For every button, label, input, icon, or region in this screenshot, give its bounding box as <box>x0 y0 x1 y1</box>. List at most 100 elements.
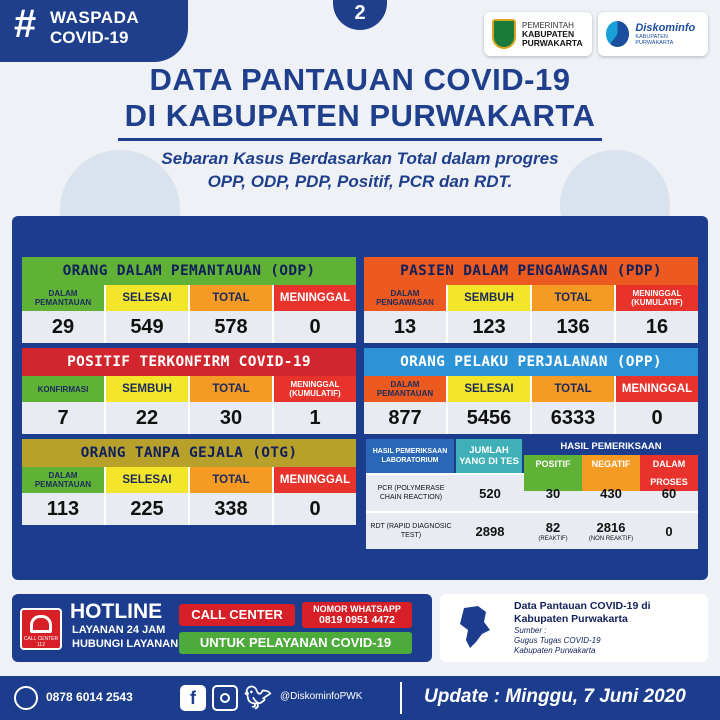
positif-header-meninggal: MENINGGAL (KUMULATIF) <box>274 376 356 402</box>
lab-header-negatif: NEGATIF <box>582 455 640 491</box>
footer-handle[interactable]: @DiskominfoPWK <box>280 691 363 702</box>
lab-rdt-proses: 0 <box>665 523 673 539</box>
source-line2: Kabupaten Purwakarta <box>514 646 596 655</box>
lab-rdt-negatif-cell: 2816 (NON REAKTIF) <box>582 513 640 549</box>
diskom-sub: KABUPATEN PURWAKARTA <box>635 34 674 46</box>
service-banner: UNTUK PELAYANAN COVID-19 <box>179 632 412 654</box>
page-title-line2: DI KABUPATEN PURWAKARTA <box>124 98 596 133</box>
otg-value-selesai: 225 <box>106 493 190 525</box>
odp-header-total: TOTAL <box>190 285 274 311</box>
pemda-line3: PURWAKARTA <box>522 37 583 48</box>
otg-card: ORANG TANPA GEJALA (OTG) DALAM PEMANTAUA… <box>22 439 356 525</box>
opp-value-total: 6333 <box>532 402 616 434</box>
pemda-logo: PEMERINTAH KABUPATEN PURWAKARTA <box>484 12 592 56</box>
pdp-value-total: 136 <box>532 311 616 343</box>
pdp-value-sembuh: 123 <box>448 311 532 343</box>
hotline-line2: HUBUNGI LAYANAN <box>72 638 179 650</box>
map-icon <box>460 606 490 648</box>
lab-rdt-jumlah: 2898 <box>475 523 505 539</box>
subtitle-line1: Sebaran Kasus Berdasarkan Total dalam pr… <box>161 149 559 168</box>
opp-value-pemantauan: 877 <box>364 402 448 434</box>
pdp-value-meninggal: 16 <box>645 316 669 338</box>
shield-icon <box>492 19 516 49</box>
waspada-tag: # WASPADA COVID-19 <box>0 0 188 62</box>
otg-value-meninggal: 0 <box>309 498 321 520</box>
title-divider <box>118 138 602 141</box>
pdp-header-meninggal: MENINGGAL (KUMULATIF) <box>616 285 698 311</box>
lab-pcr-proses: 60 <box>661 485 677 501</box>
opp-value-selesai: 5456 <box>448 402 532 434</box>
lab-pcr-positif: 30 <box>545 485 561 501</box>
positif-value-total: 30 <box>190 402 274 434</box>
otg-header-pemantauan: DALAM PEMANTAUAN <box>22 467 106 493</box>
positif-value-sembuh: 22 <box>106 402 190 434</box>
whatsapp-number: 0819 0951 4472 <box>319 614 395 626</box>
positif-value-meninggal: 1 <box>309 407 321 429</box>
odp-card: ORANG DALAM PEMANTAUAN (ODP) DALAM PEMAN… <box>22 257 356 343</box>
pdp-value-pengawasan: 13 <box>364 311 448 343</box>
source-line1: Gugus Tugas COVID-19 <box>514 636 601 645</box>
odp-value-pemantauan: 29 <box>22 311 106 343</box>
pdp-header-total: TOTAL <box>532 285 616 311</box>
hotline-line1: LAYANAN 24 JAM <box>72 624 166 636</box>
whatsapp-button[interactable]: NOMOR WHATSAPP 0819 0951 4472 <box>302 602 412 628</box>
positif-header-sembuh: SEMBUH <box>106 376 190 402</box>
lab-header-positif: POSITIF <box>524 455 582 491</box>
opp-value-meninggal: 0 <box>651 407 663 429</box>
hotline-title: HOTLINE <box>70 600 163 623</box>
lab-header-jumlah: JUMLAH YANG DI TES <box>456 439 524 473</box>
lab-pcr-negatif: 430 <box>600 485 622 501</box>
odp-header-meninggal: MENINGGAL <box>274 285 356 311</box>
positif-title: POSITIF TERKONFIRM COVID-19 <box>22 348 356 376</box>
source-text: Sumber : Gugus Tugas COVID-19 Kabupaten … <box>514 626 601 656</box>
lab-rdt-positif: 82 <box>545 520 561 535</box>
opp-card: ORANG PELAKU PERJALANAN (OPP) DALAM PEMA… <box>364 348 698 434</box>
subtitle-line2: OPP, ODP, PDP, Positif, PCR dan RDT. <box>207 172 513 191</box>
page-title-line1: DATA PANTAUAN COVID-19 <box>149 62 571 97</box>
hashtag-icon: # <box>14 2 37 46</box>
pdp-card: PASIEN DALAM PENGAWASAN (PDP) DALAM PENG… <box>364 257 698 343</box>
odp-header-pemantauan: DALAM PEMANTAUAN <box>22 285 106 311</box>
facebook-icon[interactable]: f <box>180 685 206 711</box>
positif-header-total: TOTAL <box>190 376 274 402</box>
otg-value-pemantauan: 113 <box>22 493 106 525</box>
whatsapp-icon <box>14 686 38 710</box>
lab-results-table: HASIL PEMERIKSAAN LABORATORIUM JUMLAH YA… <box>366 439 698 549</box>
instagram-icon[interactable] <box>212 685 238 711</box>
lab-rdt-negatif: 2816 <box>596 520 626 535</box>
diskom-name: Diskominfo <box>635 22 696 34</box>
opp-title: ORANG PELAKU PERJALANAN (OPP) <box>364 348 698 376</box>
lab-pcr-jumlah: 520 <box>479 485 501 501</box>
otg-header-total: TOTAL <box>190 467 274 493</box>
footer-phone[interactable]: 0878 6014 2543 <box>46 690 133 704</box>
opp-header-pemantauan: DALAM PEMANTAUAN <box>364 376 448 402</box>
footer-divider <box>400 682 402 714</box>
pemda-line2: KABUPATEN <box>522 28 575 39</box>
lab-rdt-positif-note: (REAKTIF) <box>538 536 568 542</box>
twitter-icon[interactable]: 🐦︎ <box>244 685 272 710</box>
lab-row-rdt: RDT (RAPID DIAGNOSIC TEST) 2898 82 (REAK… <box>366 511 698 549</box>
diskominfo-logo: Diskominfo KABUPATEN PURWAKARTA <box>598 12 708 56</box>
call-center-button[interactable]: CALL CENTER 112 <box>179 604 295 644</box>
lab-header-proses: DALAM PROSES <box>640 455 698 491</box>
positif-value-konfirmasi: 7 <box>22 402 106 434</box>
otg-header-meninggal: MENINGGAL <box>274 467 356 493</box>
pemda-line1: PEMERINTAH <box>522 20 574 30</box>
source-title: Data Pantauan COVID-19 di Kabupaten Purw… <box>514 600 651 625</box>
hotline-box: CALL CENTER 112 HOTLINE LAYANAN 24 JAM H… <box>12 594 432 662</box>
source-box: Data Pantauan COVID-19 di Kabupaten Purw… <box>440 594 708 662</box>
odp-header-selesai: SELESAI <box>106 285 190 311</box>
odp-value-meninggal: 0 <box>309 316 321 338</box>
tag-line2: COVID-19 <box>50 28 129 47</box>
otg-title: ORANG TANPA GEJALA (OTG) <box>22 439 356 467</box>
tag-line1: WASPADA <box>50 8 140 27</box>
pdp-title: PASIEN DALAM PENGAWASAN (PDP) <box>364 257 698 285</box>
pdp-header-pengawasan: DALAM PENGAWASAN <box>364 285 448 311</box>
positif-card: POSITIF TERKONFIRM COVID-19 KONFIRMASI S… <box>22 348 356 434</box>
odp-title: ORANG DALAM PEMANTAUAN (ODP) <box>22 257 356 285</box>
whatsapp-label: NOMOR WHATSAPP <box>313 604 401 614</box>
source-label: Sumber : <box>514 626 547 635</box>
pdp-header-sembuh: SEMBUH <box>448 285 532 311</box>
phone-icon: CALL CENTER 112 <box>20 608 62 650</box>
call-center-icon-label: CALL CENTER 112 <box>23 636 59 648</box>
